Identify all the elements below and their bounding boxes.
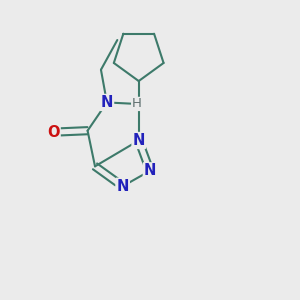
Text: N: N <box>133 133 145 148</box>
Text: O: O <box>47 125 60 140</box>
Text: N: N <box>144 163 156 178</box>
Text: N: N <box>116 179 129 194</box>
Text: N: N <box>101 95 113 110</box>
Text: H: H <box>132 98 142 110</box>
